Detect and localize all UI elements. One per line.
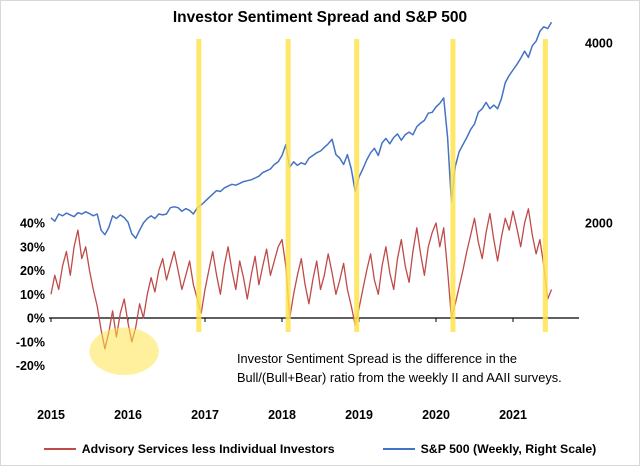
x-axis-tick-label: 2020 bbox=[422, 408, 450, 422]
legend-item-sentiment: Advisory Services less Individual Invest… bbox=[43, 442, 335, 456]
x-axis-tick-label: 2021 bbox=[499, 408, 527, 422]
highlight-band bbox=[196, 39, 202, 332]
x-axis-tick-label: 2016 bbox=[114, 408, 142, 422]
sp500-line-swatch-icon bbox=[382, 448, 415, 450]
legend-label-sentiment: Advisory Services less Individual Invest… bbox=[81, 442, 335, 456]
left-axis-tick-label: 20% bbox=[20, 264, 45, 278]
chart-legend: Advisory Services less Individual Invest… bbox=[1, 442, 639, 456]
sentiment-line-swatch-icon bbox=[43, 448, 76, 450]
chart-title: Investor Sentiment Spread and S&P 500 bbox=[172, 9, 468, 26]
right-axis-tick-label: 4000 bbox=[585, 37, 613, 51]
highlight-band bbox=[542, 39, 548, 332]
annotation-line-1: Investor Sentiment Spread is the differe… bbox=[237, 351, 518, 366]
left-axis-tick-label: 10% bbox=[20, 288, 45, 302]
chart-annotation: Investor Sentiment Spread is the differe… bbox=[237, 349, 562, 387]
x-axis-tick-label: 2017 bbox=[191, 408, 219, 422]
highlight-ellipse bbox=[89, 327, 159, 375]
highlight-band bbox=[450, 39, 456, 332]
left-axis-tick-label: -10% bbox=[16, 335, 45, 349]
left-axis-tick-label: 30% bbox=[20, 240, 45, 254]
x-axis-tick-label: 2018 bbox=[268, 408, 296, 422]
left-axis-tick-label: 0% bbox=[27, 312, 45, 326]
highlight-band bbox=[285, 39, 291, 332]
left-axis-tick-label: 40% bbox=[20, 217, 45, 231]
legend-item-sp500: S&P 500 (Weekly, Right Scale) bbox=[382, 442, 597, 456]
legend-label-sp500: S&P 500 (Weekly, Right Scale) bbox=[420, 442, 597, 456]
left-axis-tick-label: -20% bbox=[16, 359, 45, 373]
sp500-line bbox=[50, 21, 553, 240]
highlight-band bbox=[354, 39, 360, 332]
right-axis-tick-label: 2000 bbox=[585, 217, 613, 231]
x-axis-tick-label: 2015 bbox=[37, 408, 65, 422]
annotation-line-2: Bull/(Bull+Bear) ratio from the weekly I… bbox=[237, 370, 562, 386]
x-axis-tick-label: 2019 bbox=[345, 408, 373, 422]
